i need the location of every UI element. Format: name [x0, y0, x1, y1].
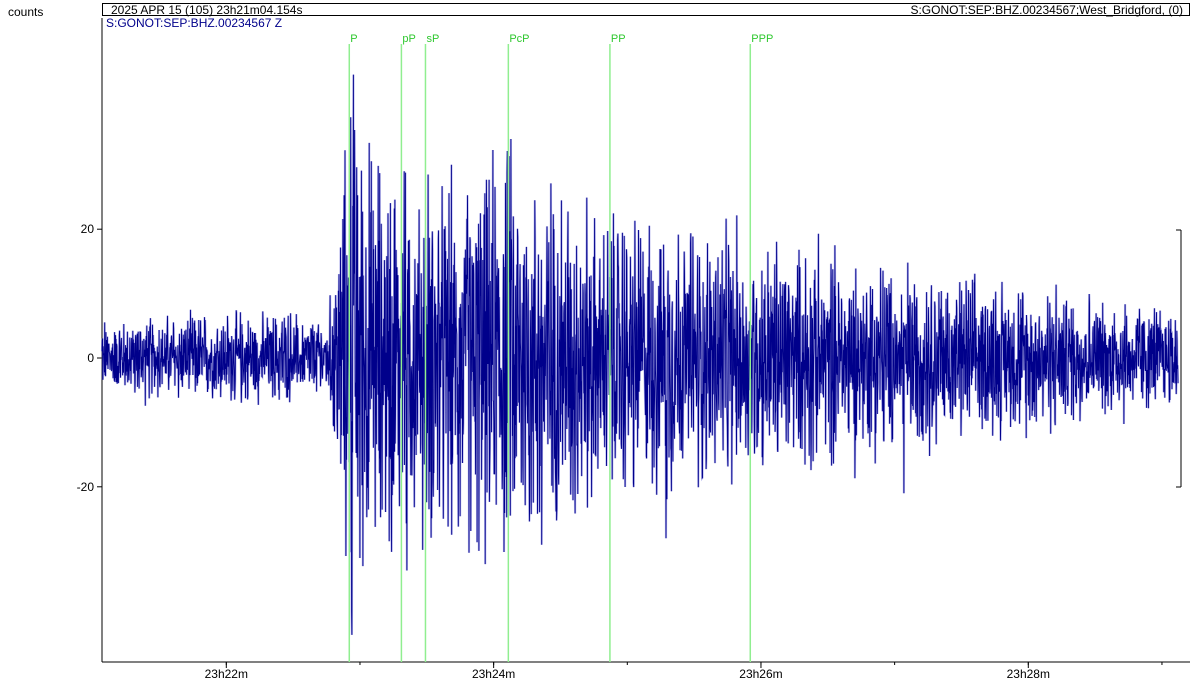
x-tick-label: 23h28m: [1007, 667, 1050, 681]
y-tick-label: 20: [81, 222, 95, 236]
seismogram-trace: [101, 74, 1179, 635]
trace-channel-label: S:GONOT:SEP:BHZ.00234567 Z: [106, 16, 283, 30]
phase-label-PP: PP: [611, 33, 626, 45]
trace-station: S:GONOT:SEP:BHZ.00234567;West_Bridgford,…: [910, 3, 1183, 17]
phase-label-PcP: PcP: [509, 33, 529, 45]
x-tick-label: 23h22m: [205, 667, 248, 681]
trace-header-bar: 2025 APR 15 (105) 23h21m04.154s S:GONOT:…: [102, 3, 1190, 17]
phase-label-PPP: PPP: [751, 33, 773, 45]
y-axis-unit-label: counts: [8, 5, 44, 19]
phase-label-pP: pP: [402, 33, 415, 45]
x-tick-label: 23h26m: [739, 667, 782, 681]
y-tick-label: -20: [77, 480, 95, 494]
trace-datetime: 2025 APR 15 (105) 23h21m04.154s: [111, 3, 303, 17]
y-tick-label: 0: [87, 351, 94, 365]
x-tick-label: 23h24m: [472, 667, 515, 681]
phase-label-P: P: [350, 33, 357, 45]
phase-label-sP: sP: [426, 33, 439, 45]
